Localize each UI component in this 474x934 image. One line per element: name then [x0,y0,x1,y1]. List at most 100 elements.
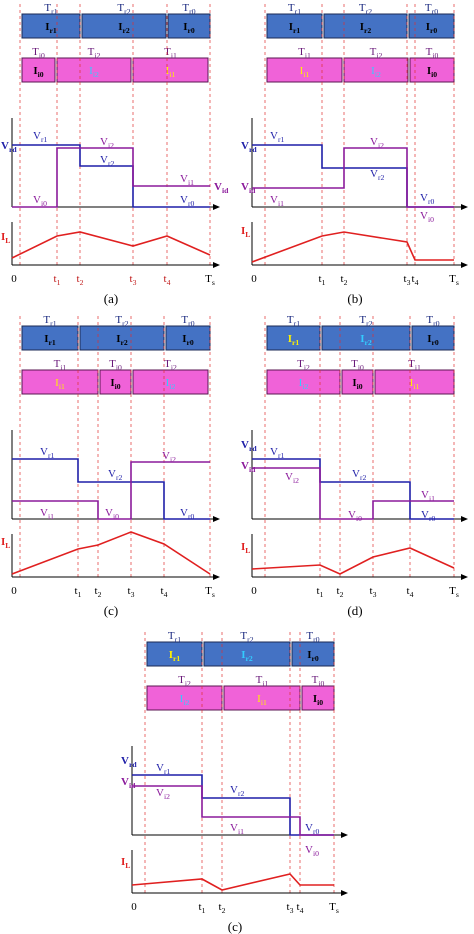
panel-caption: (c) [228,919,242,934]
rectifier-voltage-series [12,144,210,208]
inverter-interval-box [266,57,343,83]
inverter-interval-box [146,685,223,711]
rectifier-current-label: Ir2 [360,333,372,347]
inverter-interval-box [343,57,409,83]
inverter-interval-label: Ti2 [178,674,191,688]
current-time-axis-arrow-head [461,574,468,580]
axis-label-vid: Vid [241,460,256,474]
voltage-time-axis-arrow-head [461,516,468,522]
time-tick-label: Ts [205,273,215,287]
rectifier-current-label: Ir1 [288,333,300,347]
inverter-interval-box [341,369,374,395]
rectifier-interval-box [21,13,81,39]
inverter-current-label: Ii1 [55,377,65,391]
series-label: Vr2 [230,784,245,798]
time-tick-label: t3 [370,585,377,599]
rectifier-interval-box [266,13,323,39]
rectifier-current-label: Ir0 [183,21,195,35]
inverter-interval-box [132,57,209,83]
rectifier-current-label: Ir2 [360,21,372,35]
time-tick-label: Ts [449,273,459,287]
time-tick-label: 0 [251,273,257,285]
series-label: Vr2 [352,468,367,482]
rectifier-interval-label: Tr2 [240,630,253,644]
series-label: Vi1 [40,507,54,521]
rectifier-interval-box [291,641,335,667]
time-tick-label: Ts [449,585,459,599]
inverter-current-label: Ii0 [33,65,43,79]
time-tick-label: t1 [317,585,324,599]
series-label: Vi0 [420,210,434,224]
time-tick-label: 0 [11,273,17,285]
rectifier-interval-label: Tr2 [117,2,130,16]
panel-caption: (a) [104,291,118,306]
rectifier-current-label: Ir0 [182,333,194,347]
rectifier-interval-label: Tr0 [181,314,194,328]
series-label: Vr0 [305,822,320,836]
axis-label-vrd: Vrd [121,755,137,769]
voltage-time-axis-arrow-head [341,832,348,838]
rectifier-interval-box [21,325,79,351]
inverter-interval-label: Ti2 [88,46,101,60]
time-tick-label: t4 [412,273,419,287]
inductor-current-series [251,231,454,263]
axis-label-il: IL [1,231,10,245]
axis-label-il: IL [241,225,250,239]
time-tick-label: t1 [75,585,82,599]
time-tick-label: t2 [77,273,84,287]
series-label: Vi0 [305,844,319,858]
inductor-current-series [131,873,334,891]
rectifier-interval-box [323,13,408,39]
inverter-interval-box [21,369,99,395]
inverter-interval-label: Ti0 [109,358,122,372]
inverter-interval-box [223,685,301,711]
axis-label-il: IL [1,536,10,550]
time-tick-label: t4 [161,585,168,599]
series-label: Vr1 [156,762,171,776]
rectifier-interval-box [79,325,165,351]
series-label: Vr0 [420,192,435,206]
time-tick-label: t3 [287,901,294,915]
inductor-current-series [251,547,455,575]
series-label: Vr1 [40,446,55,460]
inverter-current-label: Ii0 [110,377,120,391]
inverter-voltage-series [132,785,334,836]
series-label: Vi2 [370,136,384,150]
current-time-axis-arrow-head [213,262,220,268]
panel-3: Tr1 Ir1 Tr2 Ir2 Tr0 Ir0 Ti1 Ii1 Ti0 Ii0 Ti2 Ii2 IL Vr… [1,314,220,618]
inverter-current-label: Ii0 [427,65,437,79]
inverter-current-label: Ii2 [371,65,381,79]
rectifier-current-label: Ir1 [169,649,181,663]
series-label: Vi0 [105,507,119,521]
axis-label-vrd: Vrd [241,439,257,453]
inverter-current-label: Ii2 [299,377,309,391]
inverter-current-label: Ii0 [313,693,323,707]
rectifier-interval-label: Tr2 [115,314,128,328]
series-label: Vi2 [285,471,299,485]
inverter-interval-label: Ti2 [164,358,177,372]
inverter-interval-label: Ti1 [256,674,269,688]
inverter-interval-label: Ti0 [32,46,45,60]
rectifier-interval-box [408,13,455,39]
inverter-interval-box [301,685,335,711]
rectifier-interval-label: Tr0 [426,314,439,328]
time-tick-label: t2 [341,273,348,287]
rectifier-interval-label: Tr2 [359,2,372,16]
inverter-interval-label: Ti1 [54,358,67,372]
inverter-interval-label: Ti0 [351,358,364,372]
series-label: Vr0 [180,507,195,521]
inverter-voltage-series [252,467,454,520]
series-label: Vr2 [370,168,385,182]
time-tick-label: Ts [329,901,339,915]
inductor-current-series [11,231,211,259]
panel-caption: (d) [347,603,362,618]
rectifier-voltage-series [132,774,334,836]
voltage-time-axis-arrow-head [461,204,468,210]
axis-label-vrd: Vrd [241,140,257,154]
time-tick-label: Ts [205,585,215,599]
time-tick-label: 0 [131,901,137,913]
rectifier-current-label: Ir1 [45,21,57,35]
rectifier-interval-box [321,325,411,351]
rectifier-interval-box [411,325,455,351]
series-label: Vr0 [180,194,195,208]
